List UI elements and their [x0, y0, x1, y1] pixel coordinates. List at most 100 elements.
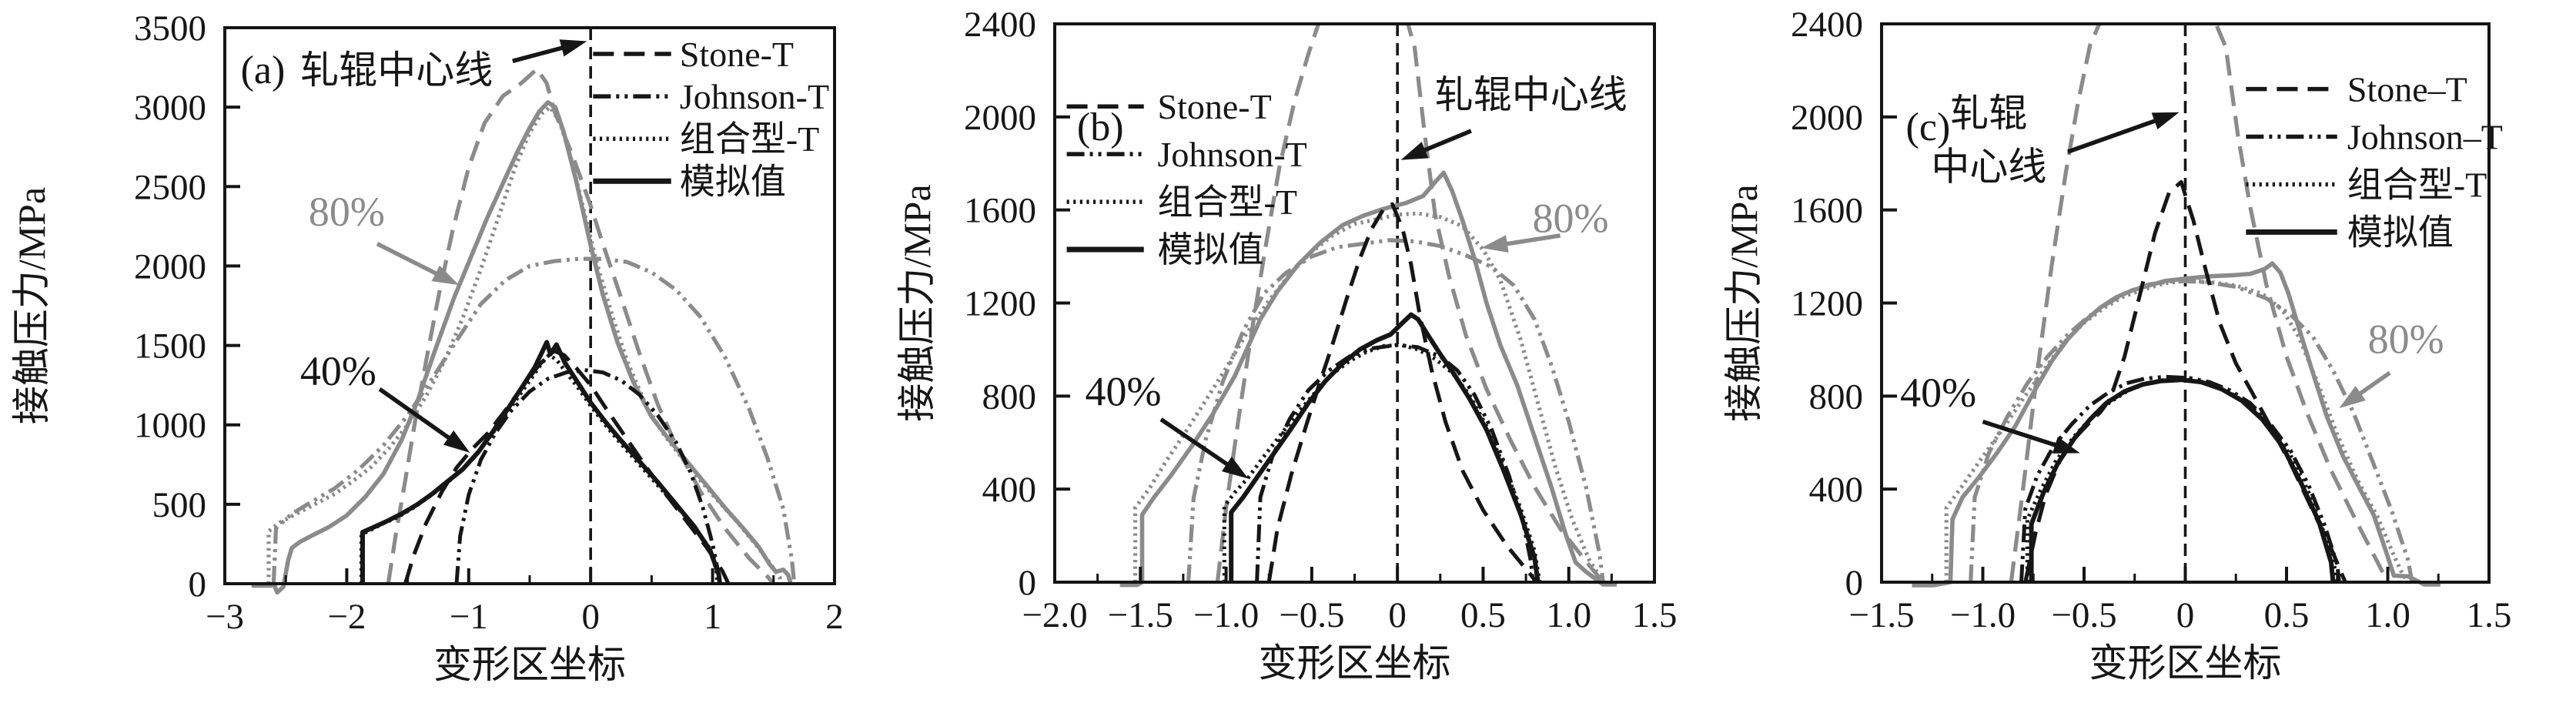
annotation-arrow [512, 39, 587, 63]
panel-c-annotations: (c) 轧辊中心线 80% 40% [1900, 92, 2444, 454]
series-模拟值-40% [1229, 312, 1541, 583]
x-tick-label: 1.0 [1546, 595, 1591, 635]
arrow-head [1481, 235, 1509, 253]
arrow-shaft [2067, 116, 2162, 154]
arrow-head [431, 265, 460, 286]
panel-b-axes: −2.0 −1.5 −1.0 −0.5 0 0.5 1.0 1.5 0 400 800 1200 160… [964, 5, 1677, 635]
annotation-text: (a) [241, 49, 286, 92]
arrow-head [2339, 386, 2366, 409]
annotation-text: 轧辊 [1950, 92, 2027, 135]
x-tick-label: 0.5 [2264, 595, 2310, 635]
x-tick-label: −1.0 [1950, 595, 2016, 635]
x-tick-label: −0.5 [1279, 595, 1344, 635]
legend-label-johnson: Johnson-T [680, 77, 829, 116]
x-axis-title: 变形区坐标 [2089, 641, 2282, 685]
series-stone-t-80% [2009, 24, 2390, 584]
arrow-head [2151, 112, 2180, 130]
y-tick-label: 400 [982, 470, 1037, 510]
x-tick-label: −2.0 [1022, 595, 1087, 635]
x-tick-label: 0 [1388, 595, 1407, 635]
x-tick-label: 1.5 [2467, 595, 2512, 635]
series-stone-t-80% [1215, 24, 1605, 584]
arrow-head [443, 430, 470, 453]
legend-label-stone: Stone-T [680, 35, 794, 74]
y-tick-label: 1600 [964, 191, 1036, 231]
series-stone-t-40% [1266, 202, 1538, 584]
arrow-head [2052, 436, 2080, 454]
arrow-head [1221, 456, 1249, 479]
x-tick-label: 2 [825, 597, 844, 637]
y-tick-label: 400 [1809, 470, 1864, 510]
legend-label-stone: Stone–T [2347, 70, 2467, 109]
arrow-shaft [376, 242, 443, 278]
y-tick-label: 1000 [134, 406, 206, 446]
series-stone-t-80% [386, 67, 775, 585]
legend-label-combo: 组合型-T [680, 119, 819, 159]
arrow-shaft [512, 44, 569, 63]
arrow-shaft [2354, 370, 2391, 399]
y-tick-label: 800 [1809, 377, 1864, 417]
x-axis-title: 变形区坐标 [1259, 641, 1451, 685]
arrow-shaft [1418, 129, 1472, 155]
series-johnson-t-80% [271, 256, 797, 584]
x-tick-label: 1.0 [2365, 595, 2410, 635]
annotation-text: 80% [1532, 195, 1608, 241]
annotation-arrow [1400, 129, 1472, 160]
panel-b-chart: −2.0 −1.5 −1.0 −0.5 0 0.5 1.0 1.5 0 400 800 1200 160… [895, 5, 1677, 685]
legend-label-johnson: Johnson–T [2347, 118, 2503, 157]
y-tick-label: 2000 [964, 98, 1036, 138]
panel-b-legend: Stone-T Johnson-T 组合型-T 模拟值 [1066, 87, 1307, 270]
series-模拟值-80% [1119, 170, 1617, 588]
x-tick-label: −1 [450, 597, 488, 637]
y-tick-label: 0 [189, 564, 207, 605]
annotation-text: (c) [1906, 105, 1951, 149]
annotation-text: 80% [2368, 316, 2444, 362]
series-模拟值-40% [360, 340, 723, 584]
panel-c-chart: −1.5 −1.0 −0.5 0 0.5 1.0 1.5 0 400 800 1200 1600 200… [1722, 5, 2512, 685]
annotation-text: 40% [1900, 370, 1976, 416]
panel-b-annotations: (b) 轧辊中心线 80% 40% [1077, 73, 1628, 479]
annotation-arrow [2067, 112, 2180, 154]
series-johnson-t-80% [1186, 238, 1605, 583]
y-tick-label: 3500 [134, 8, 206, 49]
x-axis-title: 变形区坐标 [433, 643, 626, 686]
panel-a-annotations: (a) 轧辊中心线 80% 40% [241, 39, 587, 453]
y-tick-label: 500 [152, 485, 207, 525]
annotation-text: 轧辊中心线 [1435, 73, 1628, 116]
annotation-text: 40% [300, 348, 376, 394]
x-tick-label: −2 [327, 597, 366, 637]
y-tick-label: 800 [982, 377, 1037, 417]
series-stone-t-40% [403, 349, 731, 585]
y-tick-label: 1500 [134, 327, 206, 367]
panel-a-axes: −3 −2 −1 0 1 2 0 500 1000 1500 2000 2500 3000 3500 [134, 8, 844, 637]
annotation-text: 80% [309, 189, 385, 235]
x-tick-label: −1.5 [1108, 595, 1173, 635]
legend-label-sim: 模拟值 [1158, 230, 1264, 270]
legend-label-johnson: Johnson-T [1158, 135, 1307, 174]
panel-c-legend: Stone–T Johnson–T 组合型-T 模拟值 [2246, 70, 2503, 252]
arrow-shaft [1500, 233, 1561, 247]
annotation-arrow [1481, 233, 1561, 253]
series-johnson-t-40% [2019, 374, 2341, 583]
y-tick-label: 1200 [964, 284, 1036, 324]
y-tick-label: 2400 [1791, 5, 1863, 45]
y-tick-label: 3000 [134, 88, 206, 128]
y-tick-label: 2500 [134, 167, 206, 207]
arrow-head [1400, 142, 1429, 160]
annotation-arrow [2339, 370, 2391, 409]
annotation-arrow [378, 387, 470, 453]
panel-a-plot-area [251, 28, 797, 595]
series-模拟值-40% [2029, 377, 2336, 583]
x-tick-label: −3 [206, 597, 244, 637]
x-tick-label: −1.5 [1848, 595, 1914, 635]
x-tick-label: 0 [2176, 595, 2195, 635]
series-johnson-t-40% [1255, 343, 1535, 583]
x-tick-label: −0.5 [2051, 595, 2116, 635]
annotation-arrow [1982, 419, 2080, 454]
y-tick-label: 2000 [134, 246, 206, 286]
annotation-text: 轧辊中心线 [300, 49, 493, 92]
x-tick-label: 1 [704, 597, 722, 637]
